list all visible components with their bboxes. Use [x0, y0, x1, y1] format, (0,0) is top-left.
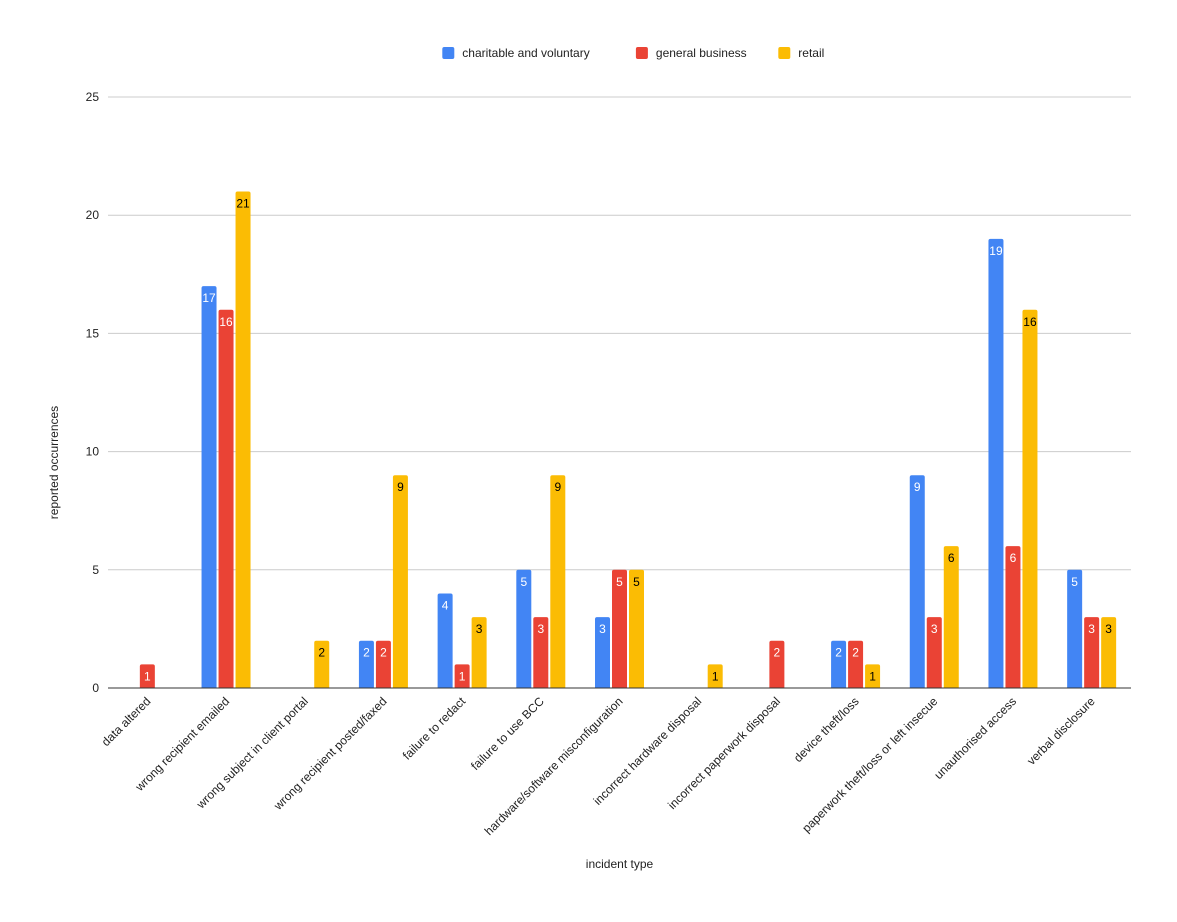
bar	[629, 569, 644, 688]
bar-data-label: 3	[1105, 622, 1112, 636]
bar-data-label: 16	[1023, 315, 1037, 329]
bar-data-label: 2	[318, 646, 325, 660]
bar	[848, 640, 864, 688]
bar	[139, 664, 155, 688]
bar	[437, 593, 453, 688]
y-tick-label: 10	[86, 445, 100, 459]
x-tick-label: unauthorised access	[931, 694, 1019, 782]
bar	[595, 617, 610, 688]
bar	[988, 238, 1004, 688]
bar-data-label: 2	[380, 646, 387, 660]
legend-swatch	[442, 47, 455, 59]
bar	[454, 664, 470, 688]
bar-data-label: 1	[459, 669, 466, 683]
bar-data-label: 5	[633, 575, 640, 589]
y-tick-label: 5	[92, 563, 99, 577]
bar	[1067, 569, 1083, 688]
bar	[375, 640, 391, 688]
gridlines	[108, 96, 1131, 571]
bar-data-label: 21	[236, 197, 250, 211]
bar-data-label: 6	[948, 551, 955, 565]
y-axis-ticks: 0 5 10 15 20 25	[86, 90, 100, 695]
bars	[139, 191, 1117, 688]
bar	[516, 569, 532, 688]
bar-data-label: 2	[774, 646, 781, 660]
bar-data-label: 2	[363, 646, 370, 660]
bar-data-label: 1	[144, 669, 151, 683]
bar-data-label: 3	[599, 622, 606, 636]
legend-label: general business	[656, 46, 747, 60]
bar-data-label: 4	[442, 598, 449, 612]
bar-data-label: 3	[476, 622, 483, 636]
x-tick-label: device theft/loss	[791, 694, 862, 765]
bar	[1022, 309, 1038, 688]
x-tick-label: paperwork theft/loss or left insecue	[799, 694, 940, 835]
bar	[1005, 546, 1021, 688]
bar-data-label: 5	[520, 575, 527, 589]
x-tick-label: failure to redact	[400, 694, 469, 763]
bar	[1101, 617, 1117, 688]
bar-data-label: 3	[537, 622, 544, 636]
bar-data-label: 1	[869, 669, 876, 683]
bar-data-label: 5	[1071, 575, 1078, 589]
y-axis-title: reported occurrences	[47, 406, 61, 519]
bar-data-label: 1	[712, 669, 719, 683]
bar	[235, 191, 251, 688]
x-tick-label: hardware/software misconfiguration	[482, 694, 626, 838]
bar-data-label: 19	[989, 244, 1003, 258]
bar-data-label: 6	[1010, 551, 1017, 565]
bar-data-label: 2	[852, 646, 859, 660]
bar	[769, 640, 785, 688]
bar-data-label: 16	[219, 315, 233, 329]
bar-data-label: 9	[397, 480, 404, 494]
bar	[707, 664, 723, 688]
bar	[392, 475, 408, 688]
bar	[314, 640, 330, 688]
legend: charitable and voluntary general business…	[442, 46, 824, 60]
bar-data-label: 9	[554, 480, 561, 494]
bar-data-label: 2	[835, 646, 842, 660]
bar	[926, 617, 942, 688]
bar	[471, 617, 487, 688]
y-tick-label: 20	[86, 208, 100, 222]
bar-data-label: 3	[1088, 622, 1095, 636]
y-tick-label: 15	[86, 326, 100, 340]
y-tick-label: 25	[86, 90, 100, 104]
x-tick-label: data altered	[99, 694, 154, 749]
bar	[358, 640, 374, 688]
x-tick-label: verbal disclosure	[1024, 694, 1098, 768]
legend-swatch	[635, 47, 648, 59]
bar	[550, 475, 566, 688]
legend-label: charitable and voluntary	[462, 46, 589, 60]
bar	[909, 475, 925, 688]
bar	[865, 664, 881, 688]
y-tick-label: 0	[92, 681, 99, 695]
legend-label: retail	[798, 46, 824, 60]
bar	[533, 617, 549, 688]
bar-data-label: 5	[616, 575, 623, 589]
bar	[218, 309, 234, 688]
bar	[1084, 617, 1100, 688]
bar-data-label: 9	[914, 480, 921, 494]
x-tick-label: failure to use BCC	[468, 694, 547, 773]
bar	[831, 640, 847, 688]
bar	[943, 546, 959, 688]
bar-data-label: 3	[931, 622, 938, 636]
legend-swatch	[778, 47, 791, 59]
x-axis-title: incident type	[586, 857, 654, 871]
bar	[612, 569, 627, 688]
bar-data-label: 17	[202, 291, 216, 305]
bar	[201, 286, 217, 688]
